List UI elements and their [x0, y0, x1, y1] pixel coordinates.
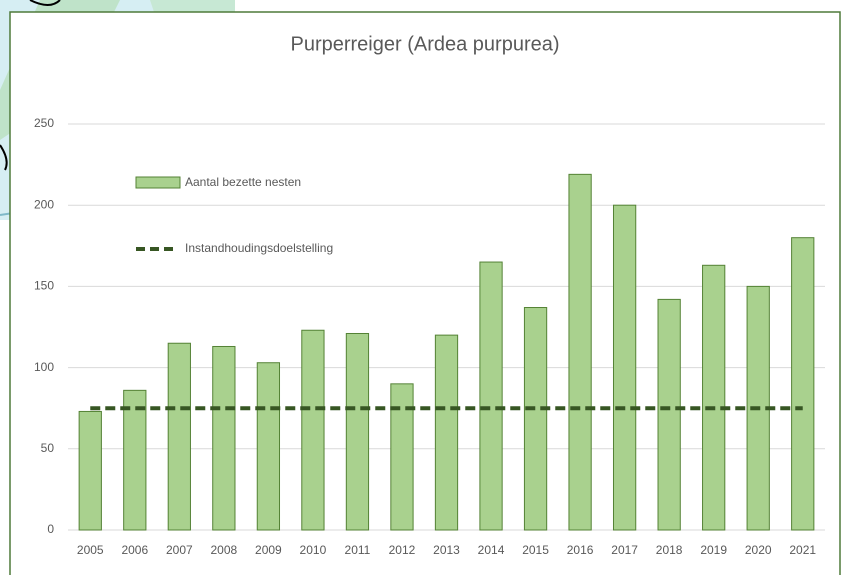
x-tick-label: 2007 [166, 543, 193, 557]
x-tick-label: 2011 [345, 543, 371, 557]
y-tick-label: 100 [34, 360, 54, 374]
chart-title: Purperreiger (Ardea purpurea) [290, 33, 559, 55]
bar [657, 298, 681, 531]
x-tick-label: 2015 [522, 543, 549, 557]
bar [390, 383, 414, 531]
x-tick-label: 2010 [300, 543, 327, 557]
bar [791, 237, 815, 531]
legend-swatch [135, 176, 181, 189]
bar [612, 204, 637, 531]
x-tick-label: 2014 [478, 543, 505, 557]
x-tick-label: 2020 [745, 543, 772, 557]
y-tick-label: 50 [41, 441, 55, 455]
y-tick-label: 0 [47, 522, 54, 536]
y-tick-label: 200 [34, 197, 54, 211]
bar [301, 329, 325, 531]
x-tick-label: 2005 [77, 543, 104, 557]
bar [167, 342, 191, 531]
bar [345, 332, 370, 531]
x-tick-label: 2012 [389, 543, 416, 557]
bar [568, 173, 592, 531]
map-line [29, 0, 61, 6]
bar [434, 334, 459, 531]
bar [212, 345, 236, 531]
x-tick-label: 2017 [611, 543, 638, 557]
x-tick-label: 2021 [789, 543, 816, 557]
map-line [0, 144, 8, 171]
y-tick-label: 150 [34, 279, 54, 293]
bar [702, 264, 726, 531]
x-tick-label: 2016 [567, 543, 594, 557]
legend-label: Instandhoudingsdoelstelling [185, 241, 333, 255]
bar [523, 307, 548, 531]
y-tick-label: 250 [34, 116, 54, 130]
bar [256, 362, 281, 531]
bar [479, 261, 503, 531]
chart-frame [9, 11, 841, 575]
x-tick-label: 2013 [433, 543, 460, 557]
bar [123, 389, 147, 531]
x-tick-label: 2018 [656, 543, 683, 557]
x-tick-label: 2009 [255, 543, 282, 557]
bar [78, 410, 102, 531]
x-tick-label: 2006 [121, 543, 148, 557]
x-tick-label: 2008 [211, 543, 238, 557]
legend-label: Aantal bezette nesten [185, 175, 301, 189]
x-tick-label: 2019 [700, 543, 727, 557]
